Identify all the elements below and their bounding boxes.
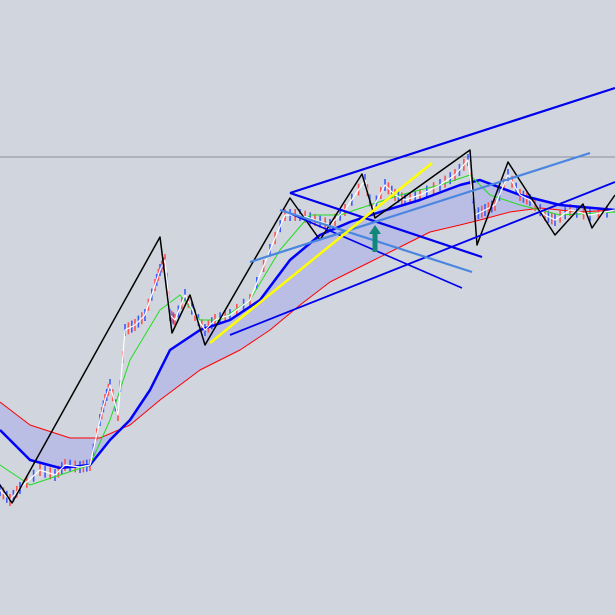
series-layer — [0, 149, 615, 506]
trendline-3[interactable] — [229, 181, 615, 336]
trendline-4[interactable] — [249, 151, 591, 264]
trendline-2[interactable] — [281, 209, 463, 289]
series-blue-ma — [0, 178, 615, 470]
trendline-1[interactable] — [289, 191, 483, 259]
ma-band-layer — [0, 180, 615, 468]
arrow-up-icon[interactable] — [369, 225, 381, 252]
trendline-6[interactable] — [209, 162, 433, 344]
series-green-ma — [0, 174, 615, 486]
series-price — [0, 159, 615, 501]
trendline-0[interactable] — [289, 86, 615, 195]
series-zigzag — [0, 149, 615, 504]
trendline-layer — [209, 86, 615, 344]
ma-band-fill — [0, 180, 615, 468]
marker-layer — [369, 225, 381, 252]
series-red-ma — [0, 207, 615, 439]
